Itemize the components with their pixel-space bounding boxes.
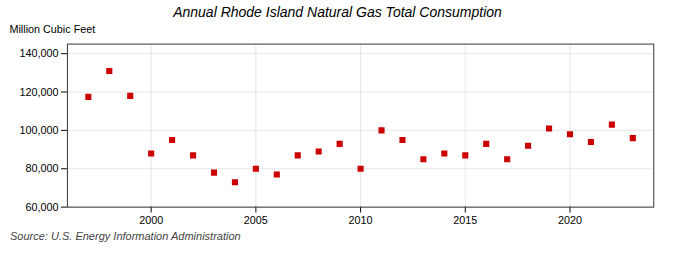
- svg-text:140,000: 140,000: [20, 47, 59, 59]
- html-text:Annual Rhode Island Natural Ga: Annual Rhode Island Natural Gas Total Co…: [173, 4, 502, 20]
- svg-text:2010: 2010: [349, 214, 373, 226]
- svg-text:Million Cubic Feet: Million Cubic Feet: [9, 23, 95, 35]
- html-text:Source: U.S. Energy Informatio: Source: U.S. Energy Information Administ…: [10, 230, 241, 243]
- svg-text:60,000: 60,000: [26, 201, 59, 213]
- svg-text:2015: 2015: [453, 214, 477, 226]
- svg-text:2020: 2020: [558, 214, 582, 226]
- svg-text:2005: 2005: [244, 214, 268, 226]
- svg-text:80,000: 80,000: [26, 162, 59, 174]
- svg-text:2000: 2000: [139, 214, 163, 226]
- svg-text:120,000: 120,000: [20, 86, 59, 98]
- svg-text:100,000: 100,000: [20, 124, 59, 136]
